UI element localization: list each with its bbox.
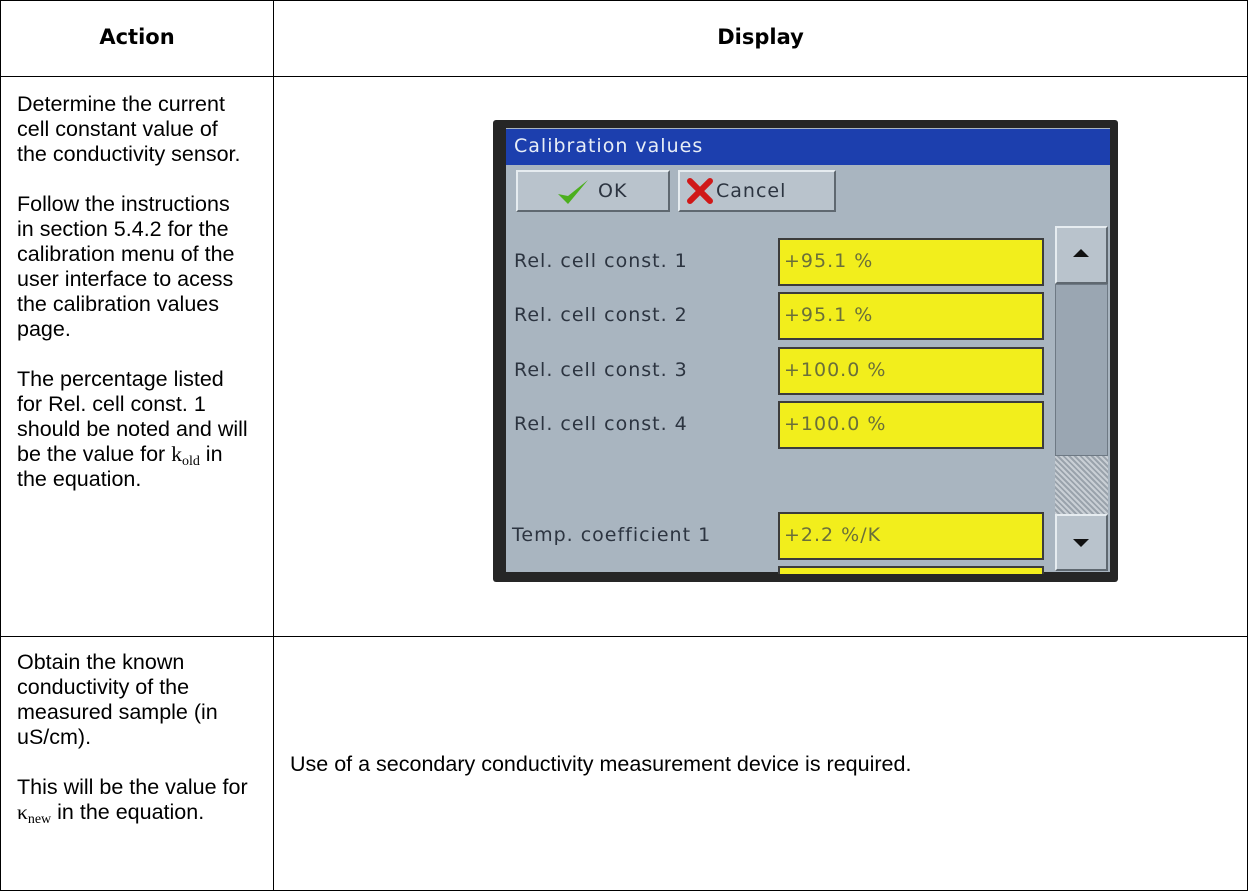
field-box bbox=[778, 347, 1044, 395]
action-text: cell constant value of bbox=[17, 117, 218, 141]
field-value: +2.2 %/K bbox=[784, 524, 882, 546]
field-value: +100.0 % bbox=[784, 359, 887, 381]
field-box bbox=[778, 238, 1044, 286]
action-text: the equation. bbox=[17, 467, 142, 491]
cross-icon bbox=[687, 178, 713, 204]
scroll-thumb bbox=[1055, 284, 1108, 456]
display-text: Use of a secondary conductivity measurem… bbox=[290, 751, 912, 776]
action-text: should be noted and will bbox=[17, 417, 248, 441]
action-text: κnew in the equation. bbox=[17, 800, 204, 832]
action-text: user interface to acess bbox=[17, 267, 234, 291]
button-label: OK bbox=[598, 180, 628, 202]
arrow-up bbox=[1073, 249, 1089, 257]
action-text: Determine the current bbox=[17, 92, 225, 116]
text: be the value for bbox=[17, 442, 172, 466]
field-box bbox=[778, 512, 1044, 560]
field-box bbox=[778, 401, 1044, 449]
action-text: the calibration values bbox=[17, 292, 219, 316]
screen-title: Calibration values bbox=[514, 135, 704, 157]
screen-button bbox=[516, 170, 670, 212]
header-text: Display bbox=[717, 25, 804, 49]
field-label: Temp. coefficient 1 bbox=[512, 524, 712, 546]
arrow-down bbox=[1073, 539, 1089, 547]
subscript: new bbox=[27, 812, 52, 827]
action-text: page. bbox=[17, 317, 71, 341]
text: in the equation. bbox=[51, 800, 205, 824]
action-text: in section 5.4.2 for the bbox=[17, 217, 229, 241]
field-value: +100.0 % bbox=[784, 413, 887, 435]
action-text: measured sample (in bbox=[17, 700, 218, 724]
field-value: +95.1 % bbox=[784, 304, 874, 326]
field-label: Rel. cell const. 3 bbox=[514, 359, 688, 381]
field-box bbox=[778, 292, 1044, 340]
scroll-track bbox=[1055, 456, 1108, 514]
text: in bbox=[199, 442, 223, 466]
action-text: the conductivity sensor. bbox=[17, 142, 241, 166]
field-value: +95.1 % bbox=[784, 250, 874, 272]
title-bar bbox=[506, 129, 1110, 165]
action-text: Follow the instructions bbox=[17, 192, 230, 216]
header-text: Action bbox=[99, 25, 175, 49]
symbol: κ bbox=[17, 800, 28, 824]
action-text: calibration menu of the bbox=[17, 242, 235, 266]
field-box bbox=[778, 566, 1044, 574]
action-text: uS/cm). bbox=[17, 725, 92, 749]
action-text: This will be the value for bbox=[17, 775, 248, 799]
action-text: Obtain the known bbox=[17, 650, 185, 674]
subscript: old bbox=[181, 454, 200, 469]
field-label: Rel. cell const. 1 bbox=[514, 250, 688, 272]
action-text: conductivity of the bbox=[17, 675, 190, 699]
action-text: The percentage listed bbox=[17, 367, 224, 391]
screen-button bbox=[678, 170, 836, 212]
field-label: Rel. cell const. 2 bbox=[514, 304, 688, 326]
check-icon bbox=[558, 180, 588, 204]
button-label: Cancel bbox=[716, 180, 787, 202]
field-label: Rel. cell const. 4 bbox=[514, 413, 688, 435]
action-text: be the value for kold in bbox=[17, 442, 223, 474]
action-text: for Rel. cell const. 1 bbox=[17, 392, 206, 416]
symbol: k bbox=[171, 442, 182, 466]
